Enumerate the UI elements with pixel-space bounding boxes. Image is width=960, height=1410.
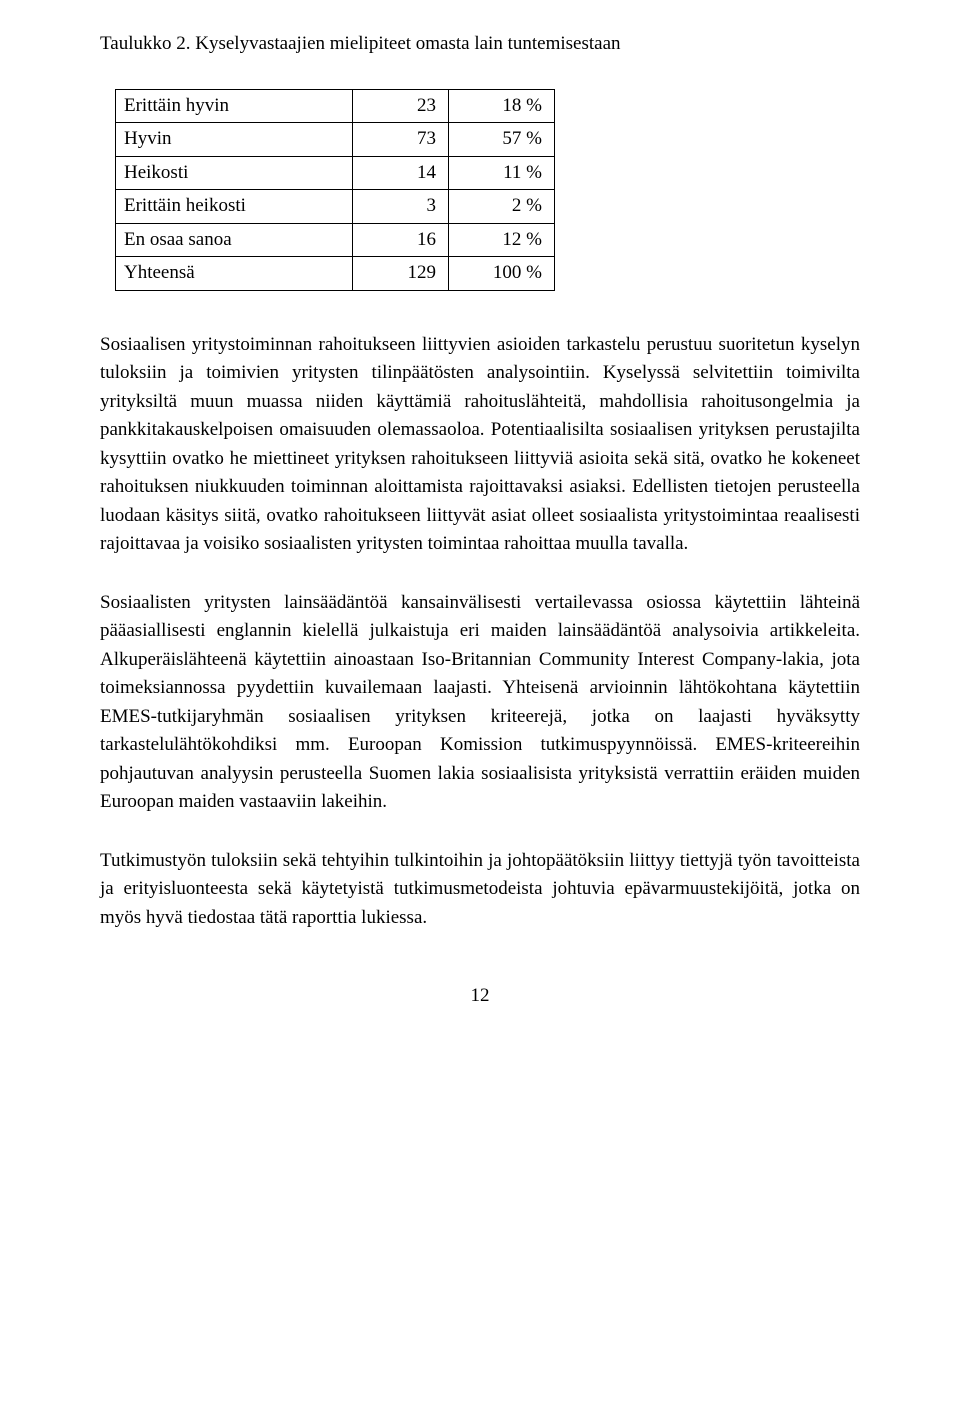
cell-label: Heikosti xyxy=(116,156,353,190)
cell-label: Hyvin xyxy=(116,123,353,157)
table-row: Erittäin hyvin 23 18 % xyxy=(116,89,555,123)
cell-pct: 18 % xyxy=(449,89,555,123)
table-caption: Taulukko 2. Kyselyvastaajien mielipiteet… xyxy=(100,30,860,59)
cell-count: 3 xyxy=(353,190,449,224)
cell-pct: 2 % xyxy=(449,190,555,224)
body-paragraph: Tutkimustyön tuloksiin sekä tehtyihin tu… xyxy=(100,847,860,933)
cell-count: 16 xyxy=(353,223,449,257)
cell-pct: 12 % xyxy=(449,223,555,257)
data-table: Erittäin hyvin 23 18 % Hyvin 73 57 % Hei… xyxy=(115,89,555,291)
table-row: Erittäin heikosti 3 2 % xyxy=(116,190,555,224)
cell-label: En osaa sanoa xyxy=(116,223,353,257)
cell-count: 23 xyxy=(353,89,449,123)
table-row: Yhteensä 129 100 % xyxy=(116,257,555,291)
cell-pct: 57 % xyxy=(449,123,555,157)
cell-label: Erittäin hyvin xyxy=(116,89,353,123)
page-number: 12 xyxy=(100,982,860,1011)
table-row: Heikosti 14 11 % xyxy=(116,156,555,190)
cell-label: Erittäin heikosti xyxy=(116,190,353,224)
body-paragraph: Sosiaalisen yritystoiminnan rahoitukseen… xyxy=(100,331,860,559)
body-paragraph: Sosiaalisten yritysten lainsäädäntöä kan… xyxy=(100,589,860,817)
cell-count: 129 xyxy=(353,257,449,291)
cell-label: Yhteensä xyxy=(116,257,353,291)
cell-pct: 11 % xyxy=(449,156,555,190)
table-row: En osaa sanoa 16 12 % xyxy=(116,223,555,257)
table-row: Hyvin 73 57 % xyxy=(116,123,555,157)
cell-pct: 100 % xyxy=(449,257,555,291)
cell-count: 73 xyxy=(353,123,449,157)
cell-count: 14 xyxy=(353,156,449,190)
